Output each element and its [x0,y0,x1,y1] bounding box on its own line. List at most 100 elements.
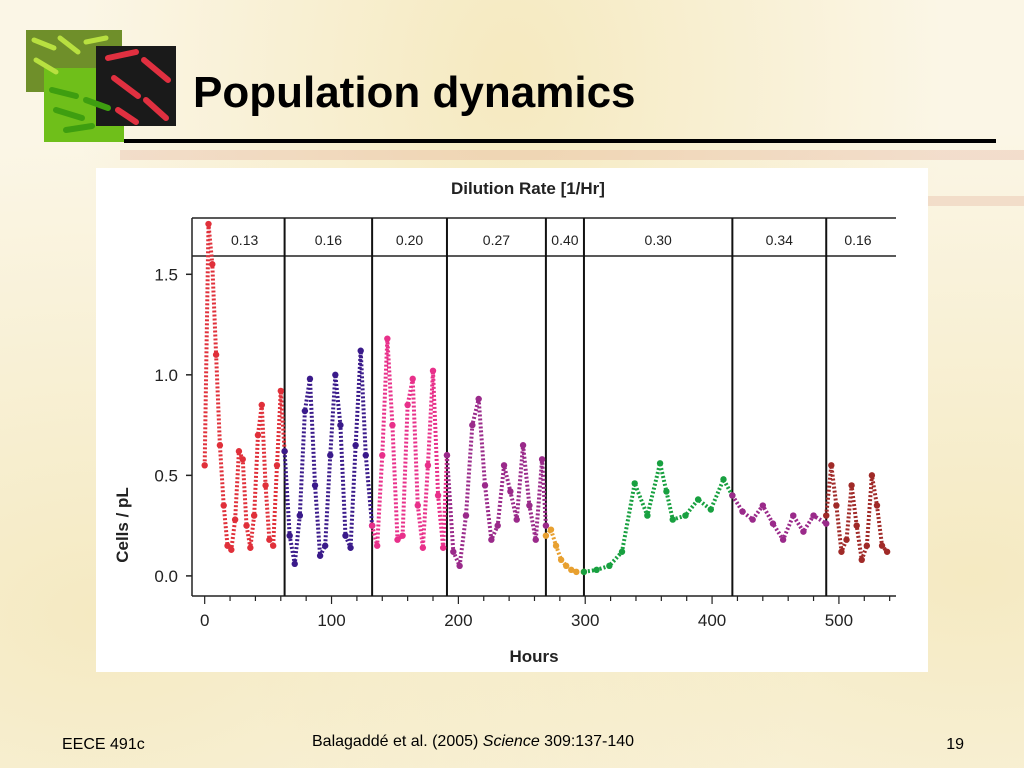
series-trace [730,494,828,542]
data-point [296,512,304,519]
data-point [450,548,457,555]
data-point [669,516,676,523]
data-point [562,562,570,570]
series-trace [444,396,548,568]
data-point [250,512,258,519]
population-chart: Dilution Rate [1/Hr] Hours Cells / pL 0.… [113,179,896,666]
y-tick-label: 1.0 [154,366,178,385]
data-point [552,542,560,549]
x-tick-label: 400 [698,611,726,630]
data-point [858,556,865,564]
data-point [631,480,638,487]
phase-rate-label: 0.40 [551,232,578,248]
data-point [301,407,309,415]
data-point [277,387,284,395]
y-tick-label: 1.5 [154,265,178,284]
series-trace [824,463,889,562]
data-point [739,508,746,515]
data-point [269,542,277,549]
data-point [321,542,329,549]
data-point [362,452,369,459]
data-point [848,482,855,489]
data-point [379,452,386,459]
data-point [769,520,777,527]
x-tick-label: 200 [444,611,472,630]
data-point [456,562,463,570]
data-point [790,512,797,519]
data-point [593,566,600,574]
data-point [873,502,881,509]
data-point [663,488,670,495]
data-point [262,482,269,489]
data-point [254,431,262,439]
data-point [394,536,401,543]
data-point [720,476,727,483]
title-rule [124,139,996,143]
data-point [828,462,835,469]
plot-panel [96,168,928,672]
phase-rate-label: 0.34 [766,232,793,248]
data-point [507,488,514,495]
data-point [542,522,550,529]
data-point [853,522,860,529]
x-tick-label: 100 [317,611,345,630]
series-trace [370,336,449,550]
data-point [863,542,871,549]
data-point [694,496,702,503]
data-point [357,347,364,354]
data-point [838,548,845,555]
data-point [532,536,539,543]
data-point [547,526,555,533]
bacteria-logo-image [26,30,176,142]
data-point [291,560,298,568]
data-point [327,452,334,459]
data-point [231,516,239,523]
phase-rate-label: 0.20 [396,232,423,248]
phase-rate-label: 0.30 [645,232,672,248]
data-point [513,516,520,523]
data-point [414,502,421,509]
data-point [443,452,451,459]
data-point [399,532,406,539]
data-point [656,460,664,467]
data-point [833,502,840,509]
data-point [434,492,442,499]
series-trace [583,461,735,574]
y-tick-label: 0.0 [154,567,178,586]
data-point [526,502,533,509]
phase-rate-label: 0.16 [315,232,342,248]
data-point [384,335,391,342]
data-point [573,568,580,576]
data-point [352,442,359,449]
data-point [273,462,281,469]
x-tick-label: 0 [200,611,209,630]
data-point [488,536,495,543]
data-point [404,401,411,409]
data-point [316,552,324,559]
data-point [439,544,447,551]
data-point [823,512,830,519]
citation-pages: 309:137-140 [539,733,635,750]
data-point [707,506,715,513]
data-point [429,367,437,375]
data-point [342,532,349,539]
data-point [519,442,527,449]
data-point [729,492,736,499]
course-label: EECE 491c [62,736,145,753]
data-point [212,351,220,358]
background-stripe [120,150,1024,160]
data-point [759,502,767,509]
data-point [682,512,689,519]
data-point [224,542,231,549]
data-point [823,520,830,527]
data-point [644,512,651,519]
data-point [201,462,208,469]
data-point [216,442,224,449]
data-point [475,395,482,403]
data-point [347,544,354,551]
data-point [243,522,250,529]
phase-rate-label: 0.27 [483,232,510,248]
data-point [606,562,613,570]
y-tick-label: 0.5 [154,466,178,485]
citation-journal: Science [482,733,540,750]
